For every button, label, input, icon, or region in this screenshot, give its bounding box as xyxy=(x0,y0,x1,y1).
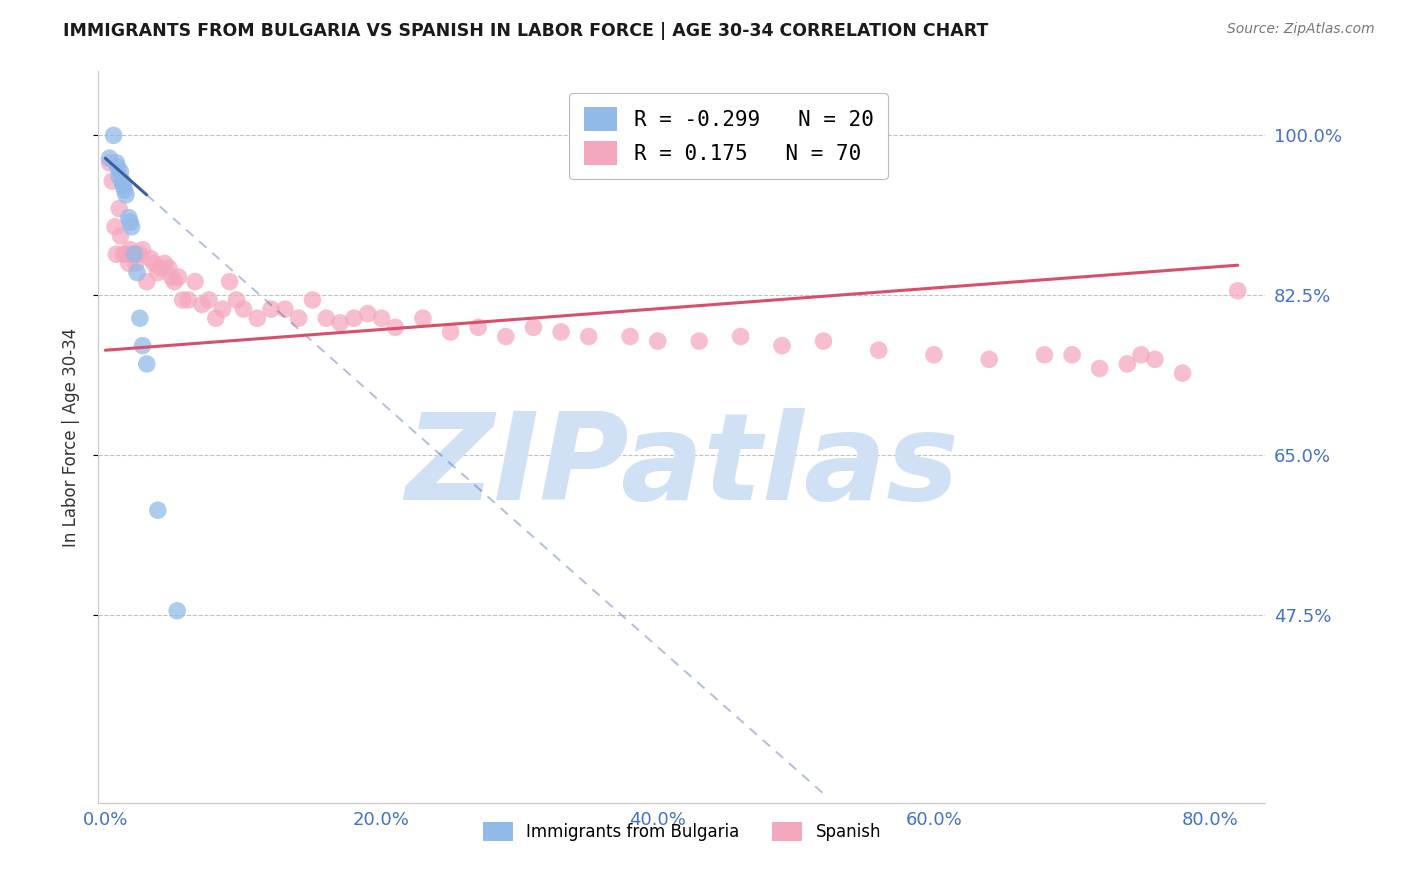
Point xyxy=(578,329,600,343)
Point xyxy=(1226,284,1249,298)
Point xyxy=(105,247,128,261)
Point xyxy=(121,219,143,234)
Point xyxy=(101,174,124,188)
Point xyxy=(146,266,169,280)
Point xyxy=(211,301,233,317)
Point xyxy=(1171,366,1194,380)
Point xyxy=(135,275,157,289)
Point xyxy=(550,325,572,339)
Point xyxy=(191,297,214,311)
Point xyxy=(1060,348,1083,362)
Point xyxy=(172,293,194,307)
Point xyxy=(522,320,544,334)
Point xyxy=(225,293,247,307)
Point xyxy=(114,183,136,197)
Point xyxy=(619,329,641,343)
Text: Source: ZipAtlas.com: Source: ZipAtlas.com xyxy=(1227,22,1375,37)
Point xyxy=(184,275,207,289)
Point xyxy=(177,293,200,307)
Point xyxy=(688,334,710,348)
Point xyxy=(287,311,309,326)
Point xyxy=(218,275,240,289)
Point xyxy=(98,155,121,169)
Point xyxy=(118,256,141,270)
Point xyxy=(149,260,172,275)
Point xyxy=(868,343,890,358)
Text: ZIPatlas: ZIPatlas xyxy=(405,408,959,524)
Point xyxy=(439,325,461,339)
Point xyxy=(922,348,945,362)
Point xyxy=(142,256,165,270)
Point xyxy=(146,503,169,517)
Point xyxy=(139,252,162,266)
Point xyxy=(1130,348,1153,362)
Point xyxy=(135,357,157,371)
Point xyxy=(112,178,135,193)
Point xyxy=(260,301,283,317)
Point xyxy=(103,128,125,143)
Point xyxy=(127,247,149,261)
Point xyxy=(343,311,366,326)
Point xyxy=(301,293,323,307)
Point xyxy=(115,187,138,202)
Point xyxy=(163,275,186,289)
Point xyxy=(1088,361,1111,376)
Point xyxy=(120,215,142,229)
Point xyxy=(730,329,752,343)
Text: IMMIGRANTS FROM BULGARIA VS SPANISH IN LABOR FORCE | AGE 30-34 CORRELATION CHART: IMMIGRANTS FROM BULGARIA VS SPANISH IN L… xyxy=(63,22,988,40)
Point xyxy=(105,155,128,169)
Point xyxy=(157,260,180,275)
Point xyxy=(232,301,254,317)
Point xyxy=(329,316,352,330)
Point xyxy=(357,307,380,321)
Point xyxy=(274,301,297,317)
Point xyxy=(384,320,406,334)
Point xyxy=(1143,352,1166,367)
Point xyxy=(112,247,135,261)
Point xyxy=(131,243,153,257)
Point xyxy=(108,202,131,216)
Point xyxy=(111,174,134,188)
Point xyxy=(647,334,669,348)
Point xyxy=(979,352,1001,367)
Legend: Immigrants from Bulgaria, Spanish: Immigrants from Bulgaria, Spanish xyxy=(474,814,890,849)
Point xyxy=(110,165,132,179)
Point xyxy=(98,151,121,165)
Point xyxy=(120,243,142,257)
Point xyxy=(110,228,132,243)
Point xyxy=(315,311,337,326)
Point xyxy=(412,311,434,326)
Point xyxy=(153,256,176,270)
Point xyxy=(108,169,131,184)
Point xyxy=(166,604,188,618)
Point xyxy=(770,338,793,352)
Y-axis label: In Labor Force | Age 30-34: In Labor Force | Age 30-34 xyxy=(62,327,80,547)
Point xyxy=(1116,357,1139,371)
Point xyxy=(495,329,517,343)
Point xyxy=(128,247,150,261)
Point xyxy=(198,293,221,307)
Point xyxy=(115,247,138,261)
Point xyxy=(246,311,269,326)
Point xyxy=(467,320,489,334)
Point xyxy=(107,161,129,175)
Point xyxy=(104,219,127,234)
Point xyxy=(118,211,141,225)
Point xyxy=(204,311,226,326)
Point xyxy=(813,334,835,348)
Point xyxy=(124,247,146,261)
Point xyxy=(128,311,150,326)
Point xyxy=(131,338,153,352)
Point xyxy=(122,247,145,261)
Point xyxy=(167,270,190,285)
Point xyxy=(127,266,149,280)
Point xyxy=(370,311,392,326)
Point xyxy=(1033,348,1056,362)
Point xyxy=(125,256,148,270)
Point xyxy=(160,270,183,285)
